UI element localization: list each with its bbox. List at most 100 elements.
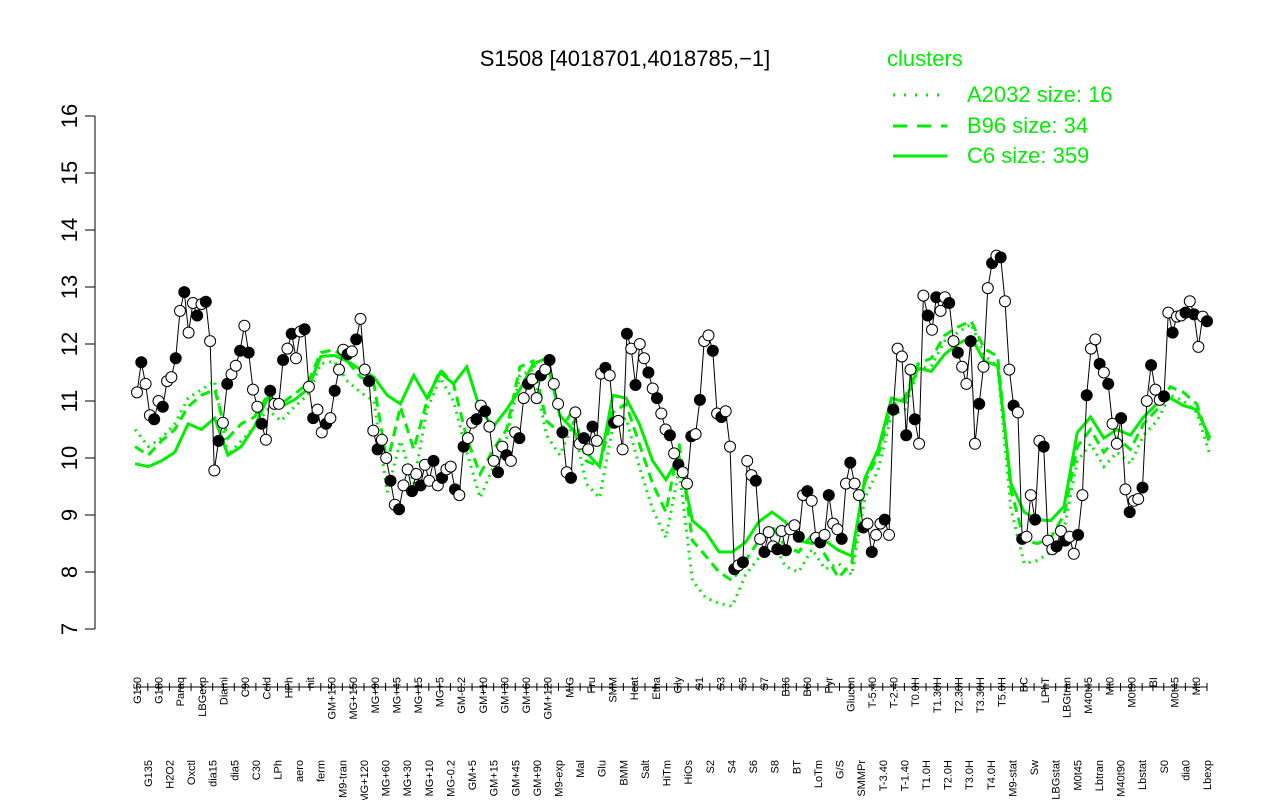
data-point (547, 377, 560, 390)
data-point (706, 344, 719, 357)
data-point (676, 466, 689, 479)
x-tick-label: S6 (748, 760, 760, 773)
x-tick-label: M40t45 (1083, 677, 1095, 714)
x-tick-label: MG+15 (413, 677, 425, 713)
data-point (1080, 389, 1093, 402)
x-tick-label: HPh (283, 677, 295, 698)
data-point (818, 528, 831, 541)
x-tick-label: LPhT (1040, 677, 1052, 704)
legend-label-a2032: A2032 size: 16 (967, 82, 1113, 107)
x-tick-label: S4 (726, 760, 738, 773)
data-point (380, 452, 393, 464)
data-point (1132, 493, 1145, 505)
x-tick-label: G/S (835, 760, 847, 779)
data-point (1097, 366, 1110, 379)
x-tick-label: Salt (640, 760, 652, 779)
data-point (208, 464, 221, 477)
x-tick-label: B60 (802, 677, 814, 697)
x-tick-label: S2 (705, 760, 717, 773)
x-tick-label: Diami (219, 677, 231, 705)
data-point (504, 454, 517, 467)
chart-title: S1508 [4018701,4018785,−1] (480, 46, 771, 71)
data-point (569, 406, 582, 419)
data-point (1166, 326, 1179, 339)
data-point (281, 342, 294, 355)
y-tick-label: 13 (57, 275, 82, 299)
x-tick-label: MG+120 (359, 760, 371, 800)
data-point (259, 433, 272, 446)
x-tick-label: S7 (759, 677, 771, 690)
data-point (492, 466, 504, 479)
x-tick-label: GM+45 (510, 760, 522, 796)
x-tick-label: M0t45 (1170, 677, 1182, 708)
data-point (1123, 506, 1136, 519)
data-point (199, 295, 212, 308)
data-point (835, 532, 848, 545)
data-point (328, 384, 341, 397)
x-tick-label: GM+120 (543, 677, 555, 720)
x-tick-label: ferm (316, 760, 328, 782)
data-point (633, 338, 646, 350)
x-tick-label: M9-exp (554, 760, 566, 797)
data-point (384, 474, 397, 487)
data-point (277, 354, 290, 366)
data-point (719, 405, 732, 418)
x-tick-label: Gly (672, 677, 684, 694)
data-point (951, 346, 964, 359)
x-tick-label: T2.0H (943, 760, 955, 790)
data-point (290, 352, 302, 365)
data-point (1067, 547, 1080, 560)
data-point (1102, 377, 1115, 390)
data-point (926, 323, 938, 336)
data-point (861, 517, 874, 530)
x-tick-label: M0t45 (1072, 760, 1084, 791)
x-tick-label: MG-0.2 (445, 760, 457, 797)
data-point (668, 447, 681, 460)
data-point (681, 477, 693, 490)
x-tick-label: dia15 (208, 760, 220, 787)
data-point (1089, 333, 1102, 346)
data-point (887, 403, 900, 416)
data-point (724, 440, 736, 453)
data-point (169, 352, 182, 365)
data-point (973, 397, 986, 410)
data-point (586, 420, 599, 433)
x-axis: G150 G135 G180 H2O2 Paraq Oxctl LBGexp dia15 Dia… (132, 676, 1214, 800)
x-tick-label: SMMPr (856, 760, 868, 797)
x-tick-label: nit (305, 677, 317, 689)
x-tick-label: S8 (770, 760, 782, 773)
y-tick-label: 7 (57, 623, 82, 635)
data-point (638, 352, 651, 365)
x-tick-label: S3 (716, 677, 728, 690)
data-point (1149, 383, 1162, 396)
data-point (406, 485, 418, 498)
data-point (981, 282, 994, 295)
data-point (616, 443, 629, 456)
data-point (848, 477, 861, 490)
profile-line (136, 254, 1208, 571)
data-point (513, 432, 526, 445)
x-tick-label: GM+60 (521, 677, 533, 713)
data-point (156, 400, 169, 413)
data-point (663, 429, 676, 442)
data-point (238, 319, 251, 332)
x-tick-label: S0 (1159, 760, 1171, 773)
x-tick-label: M/G (564, 677, 576, 698)
y-tick-label: 9 (57, 509, 82, 521)
data-point (242, 346, 255, 359)
x-tick-label: MG+150 (348, 677, 360, 720)
y-tick-label: 12 (57, 332, 82, 356)
data-point (917, 289, 930, 302)
data-point (642, 366, 655, 379)
data-point (212, 434, 225, 447)
x-tick-label: T-1.40 (899, 760, 911, 791)
x-tick-label: G180 (154, 677, 166, 704)
data-point (556, 426, 569, 439)
data-point (1020, 530, 1033, 543)
data-point (805, 494, 818, 507)
x-tick-label: LBGtran (1062, 677, 1074, 718)
x-tick-label: GM+90 (532, 760, 544, 796)
data-point (354, 312, 367, 325)
data-point (693, 393, 706, 406)
data-point (461, 432, 474, 445)
